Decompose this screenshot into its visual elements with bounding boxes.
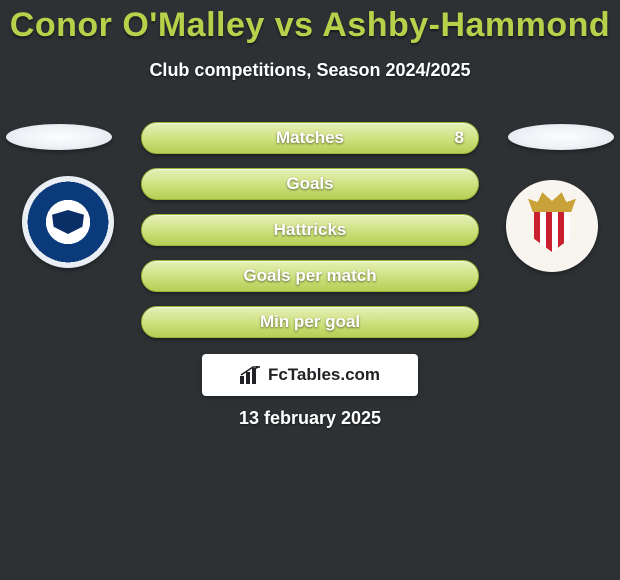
- club-crest-right: [506, 180, 598, 272]
- player-avatar-right: [508, 124, 614, 150]
- stat-label: Goals per match: [142, 266, 478, 286]
- season-subtitle: Club competitions, Season 2024/2025: [0, 60, 620, 81]
- comparison-card: Conor O'Malley vs Ashby-Hammond Club com…: [0, 0, 620, 580]
- stat-pill-matches: Matches 8: [141, 122, 479, 154]
- stat-pill-goals: Goals: [141, 168, 479, 200]
- player-avatar-left: [6, 124, 112, 150]
- stat-label: Matches: [142, 128, 478, 148]
- page-title: Conor O'Malley vs Ashby-Hammond: [0, 6, 620, 45]
- stat-label: Goals: [142, 174, 478, 194]
- brand-text: FcTables.com: [268, 365, 380, 385]
- stat-label: Min per goal: [142, 312, 478, 332]
- stat-pill-hattricks: Hattricks: [141, 214, 479, 246]
- stat-pill-goals-per-match: Goals per match: [141, 260, 479, 292]
- club-crest-left: [22, 176, 114, 268]
- bars-icon: [240, 366, 262, 384]
- stat-label: Hattricks: [142, 220, 478, 240]
- brand-watermark: FcTables.com: [202, 354, 418, 396]
- stat-pill-min-per-goal: Min per goal: [141, 306, 479, 338]
- snapshot-date: 13 february 2025: [0, 408, 620, 429]
- stat-pill-list: Matches 8 Goals Hattricks Goals per matc…: [141, 122, 479, 338]
- stat-value-right: 8: [455, 128, 464, 148]
